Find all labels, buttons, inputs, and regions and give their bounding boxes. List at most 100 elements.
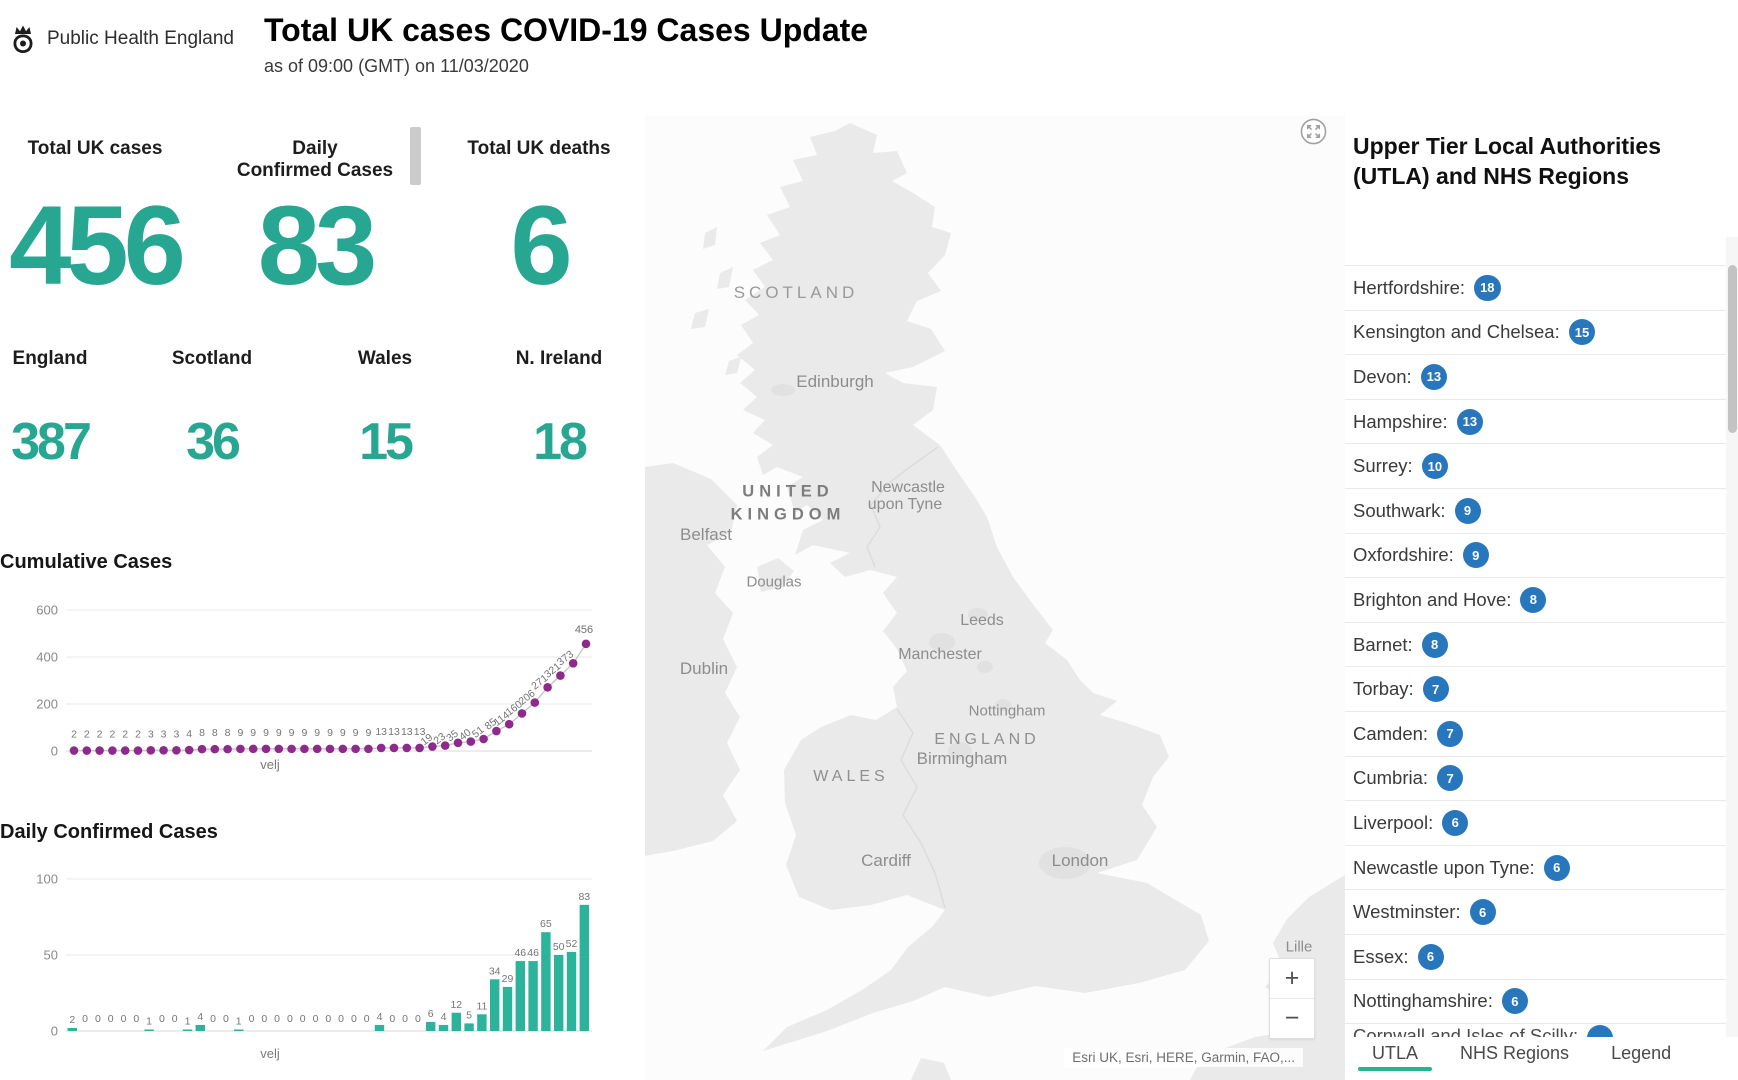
svg-text:0: 0 bbox=[51, 744, 58, 759]
count-badge: 18 bbox=[1474, 274, 1501, 301]
tab-legend[interactable]: Legend bbox=[1611, 1043, 1672, 1063]
list-item[interactable]: Hampshire: 13 bbox=[1345, 400, 1726, 445]
svg-text:0: 0 bbox=[287, 1013, 293, 1025]
svg-text:100: 100 bbox=[36, 872, 58, 887]
map-label-england: ENGLAND bbox=[934, 731, 1040, 748]
stat-daily-confirmed: Daily Confirmed Cases 83 bbox=[220, 138, 410, 302]
cumulative-cases-chart[interactable]: 0 200 400 600 2 2 2 2 2 2 3 3 3 4 8 8 8 9 9 9 9 9 9 9 9 9 9 9 13 13 13… bbox=[0, 560, 645, 790]
page-scrollbar-thumb[interactable] bbox=[1727, 265, 1737, 433]
svg-text:2: 2 bbox=[135, 729, 141, 741]
list-item-label: Hampshire: bbox=[1353, 410, 1448, 432]
svg-text:0: 0 bbox=[325, 1013, 331, 1025]
svg-text:0: 0 bbox=[338, 1013, 344, 1025]
count-badge: 9 bbox=[1454, 497, 1481, 524]
svg-text:0: 0 bbox=[108, 1013, 114, 1025]
map-label-belfast: Belfast bbox=[680, 525, 732, 544]
svg-text:46: 46 bbox=[514, 947, 526, 959]
stat-value: 456 bbox=[9, 183, 186, 308]
cumulative-x-axis-label: velj bbox=[260, 757, 280, 772]
map-label-dublin: Dublin bbox=[679, 659, 729, 678]
list-item[interactable]: Torbay: 7 bbox=[1345, 667, 1726, 712]
map-landmass bbox=[645, 123, 1345, 1080]
list-item[interactable]: Surrey: 10 bbox=[1345, 444, 1726, 489]
svg-text:3: 3 bbox=[148, 728, 154, 740]
svg-text:8: 8 bbox=[199, 727, 205, 739]
svg-text:9: 9 bbox=[263, 727, 269, 739]
svg-text:0: 0 bbox=[51, 1024, 58, 1039]
list-item[interactable]: Essex: 6 bbox=[1345, 935, 1726, 980]
svg-text:0: 0 bbox=[415, 1013, 421, 1025]
stat-label: Total UK deaths bbox=[467, 138, 611, 159]
svg-text:9: 9 bbox=[327, 727, 333, 739]
svg-text:2: 2 bbox=[69, 1014, 75, 1026]
map-label-london: London bbox=[1051, 851, 1109, 870]
list-item[interactable]: Kensington and Chelsea: 15 bbox=[1345, 311, 1726, 356]
count-badge: 13 bbox=[1420, 363, 1448, 390]
page-scrollbar[interactable] bbox=[1726, 237, 1738, 1080]
utla-panel: Upper Tier Local Authorities (UTLA) and … bbox=[1345, 0, 1738, 1080]
svg-text:9: 9 bbox=[301, 727, 307, 739]
map-expand-icon[interactable] bbox=[1300, 118, 1327, 145]
svg-text:0: 0 bbox=[223, 1013, 229, 1025]
map-zoom-out-button[interactable]: − bbox=[1270, 999, 1314, 1038]
svg-text:400: 400 bbox=[36, 650, 58, 665]
map-zoom-in-button[interactable]: + bbox=[1270, 959, 1314, 998]
list-item-label: Barnet: bbox=[1353, 633, 1413, 655]
daily-confirmed-chart[interactable]: 0 50 100 2 0 0 0 0 0 1 0 0 1 4 0 0 1 0 0 0 0 0 0 0 0 0 0 4 0 0 0 6 4 12 5 1… bbox=[0, 845, 645, 1080]
list-item-label: Liverpool: bbox=[1353, 811, 1434, 833]
svg-text:13: 13 bbox=[414, 726, 426, 738]
phe-logo-text: Public Health England bbox=[47, 28, 234, 49]
count-badge: 8 bbox=[1520, 586, 1547, 613]
svg-text:5: 5 bbox=[466, 1009, 472, 1021]
map-label-upon-tyne: upon Tyne bbox=[867, 496, 943, 513]
count-badge: 13 bbox=[1456, 408, 1484, 435]
phe-logo: Public Health England bbox=[8, 22, 234, 56]
uk-map[interactable]: SCOTLAND Edinburgh UNITED KINGDOM Newcastle u… bbox=[645, 115, 1345, 1080]
mini-scrollbar[interactable] bbox=[410, 127, 421, 185]
zoom-divider bbox=[1270, 998, 1314, 999]
svg-text:1: 1 bbox=[146, 1015, 152, 1027]
svg-text:9: 9 bbox=[365, 727, 371, 739]
svg-text:4: 4 bbox=[186, 728, 192, 740]
svg-text:0: 0 bbox=[261, 1013, 267, 1025]
svg-text:9: 9 bbox=[353, 727, 359, 739]
svg-text:83: 83 bbox=[578, 891, 590, 903]
list-item-label: Hertfordshire: bbox=[1353, 276, 1466, 298]
list-item-label: Torbay: bbox=[1353, 678, 1414, 700]
list-item[interactable]: Devon: 13 bbox=[1345, 355, 1726, 400]
list-item[interactable]: Southwark: 9 bbox=[1345, 489, 1726, 534]
list-item[interactable]: Hertfordshire: 18 bbox=[1345, 266, 1726, 311]
list-item[interactable]: Barnet: 8 bbox=[1345, 623, 1726, 668]
count-badge: 6 bbox=[1469, 899, 1496, 926]
svg-text:0: 0 bbox=[249, 1013, 255, 1025]
svg-text:9: 9 bbox=[250, 727, 256, 739]
svg-text:50: 50 bbox=[553, 941, 565, 953]
daily-chart-title: Daily Confirmed Cases bbox=[0, 821, 218, 843]
svg-text:2: 2 bbox=[122, 729, 128, 741]
list-item[interactable]: Cumbria: 7 bbox=[1345, 757, 1726, 802]
stat-n-ireland: N. Ireland 18 bbox=[515, 348, 603, 471]
count-badge: 9 bbox=[1462, 542, 1489, 569]
svg-text:456: 456 bbox=[575, 624, 593, 636]
list-item[interactable]: Nottinghamshire: 6 bbox=[1345, 980, 1726, 1025]
count-badge: 8 bbox=[1421, 631, 1448, 658]
map-label-edinburgh: Edinburgh bbox=[796, 372, 874, 391]
stat-label: Total UK cases bbox=[27, 138, 163, 159]
svg-text:0: 0 bbox=[389, 1013, 395, 1025]
stat-wales: Wales 15 bbox=[357, 348, 414, 471]
svg-text:8: 8 bbox=[225, 727, 231, 739]
svg-text:65: 65 bbox=[540, 918, 552, 930]
svg-text:0: 0 bbox=[210, 1013, 216, 1025]
list-item[interactable]: Oxfordshire: 9 bbox=[1345, 534, 1726, 579]
list-item[interactable]: Brighton and Hove: 8 bbox=[1345, 578, 1726, 623]
list-item[interactable]: Westminster: 6 bbox=[1345, 890, 1726, 935]
list-item-label: Brighton and Hove: bbox=[1353, 588, 1512, 610]
svg-text:50: 50 bbox=[44, 948, 58, 963]
tab-utla[interactable]: UTLA bbox=[1357, 1037, 1433, 1071]
svg-text:46: 46 bbox=[527, 947, 539, 959]
list-item[interactable]: Newcastle upon Tyne: 6 bbox=[1345, 846, 1726, 891]
list-item[interactable]: Camden: 7 bbox=[1345, 712, 1726, 757]
list-item[interactable]: Liverpool: 6 bbox=[1345, 801, 1726, 846]
tab-nhs-regions[interactable]: NHS Regions bbox=[1460, 1043, 1570, 1063]
